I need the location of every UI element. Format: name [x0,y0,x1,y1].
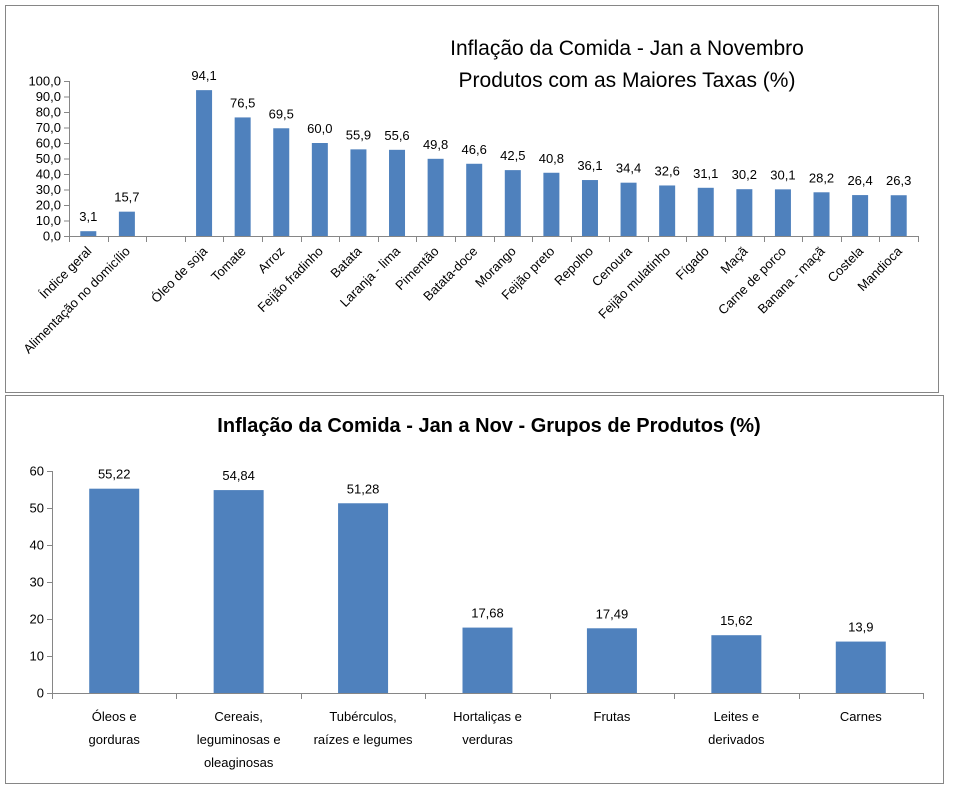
y-tick-label: 30,0 [36,182,61,197]
data-label: 76,5 [230,95,255,110]
chart-title: Inflação da Comida - Jan a Novembro [450,37,804,60]
bar [736,189,753,236]
bar [466,163,483,236]
category-label: Óleos e [92,709,137,724]
data-label: 32,6 [655,163,680,178]
bar [774,189,791,236]
data-label: 42,5 [500,148,525,163]
data-label: 17,68 [471,606,504,621]
data-label: 55,22 [98,467,131,482]
y-tick-label: 20,0 [36,198,61,213]
data-label: 26,3 [886,173,911,188]
y-tick-label: 0 [37,686,44,701]
data-label: 46,6 [462,142,487,157]
bar [311,143,328,236]
data-label: 30,1 [770,167,795,182]
bar [196,90,213,237]
category-label: leguminosas e [197,732,281,747]
bar [586,628,637,693]
bar [697,187,714,236]
y-tick-label: 80,0 [36,105,61,120]
y-tick-label: 100,0 [28,74,61,89]
y-tick-label: 70,0 [36,120,61,135]
category-label: Leites e [714,709,760,724]
data-label: 36,1 [577,158,602,173]
data-label: 28,2 [809,170,834,185]
data-label: 49,8 [423,137,448,152]
category-label: raízes e legumes [314,732,413,747]
y-tick-label: 10 [30,649,44,664]
data-label: 26,4 [847,173,872,188]
top-chart: Inflação da Comida - Jan a Novembro Produ… [20,37,919,356]
y-tick-label: 20 [30,612,44,627]
bar [118,211,135,236]
y-tick-label: 90,0 [36,89,61,104]
bar [273,128,290,236]
bar [581,180,598,236]
chart-title: Inflação da Comida - Jan a Nov - Grupos … [217,415,760,437]
bar [504,170,521,236]
bottom-chart-frame [5,395,944,784]
data-label: 17,49 [596,606,629,621]
data-label: 15,62 [720,613,753,628]
bar [890,195,907,236]
category-label: verduras [462,732,513,747]
category-label: Frutas [594,709,631,724]
bar [835,641,886,693]
y-tick-label: 30 [30,575,44,590]
chart-title: Produtos com as Maiores Taxas (%) [459,69,796,92]
bar [659,185,676,236]
category-label: Tubérculos, [329,709,396,724]
data-label: 3,1 [79,209,97,224]
bottom-chart: Inflação da Comida - Jan a Nov - Grupos … [30,415,924,770]
data-label: 13,9 [848,620,873,635]
bar [620,182,637,236]
category-label: Carnes [840,709,882,724]
data-label: 94,1 [191,68,216,83]
y-tick-label: 40,0 [36,167,61,182]
y-tick-label: 60,0 [36,136,61,151]
data-label: 34,4 [616,161,641,176]
category-label: derivados [708,732,765,747]
bar [813,192,830,236]
y-tick-label: 60 [30,464,44,479]
bar [80,231,97,236]
category-label: Cereais, [214,709,262,724]
y-tick-label: 10,0 [36,213,61,228]
bar [213,490,264,693]
bar [338,503,389,693]
data-label: 69,5 [269,106,294,121]
y-tick-label: 50,0 [36,151,61,166]
y-tick-label: 40 [30,538,44,553]
y-tick-label: 0,0 [43,229,61,244]
data-label: 55,6 [384,128,409,143]
data-label: 54,84 [222,468,255,483]
bar [462,627,513,693]
bar [543,172,560,236]
data-label: 15,7 [114,190,139,205]
category-label: oleaginosas [204,755,274,770]
data-label: 31,1 [693,166,718,181]
data-label: 55,9 [346,127,371,142]
bar [427,158,444,236]
bar [89,488,140,693]
y-tick-label: 50 [30,501,44,516]
bar [852,195,869,236]
bar [234,117,251,236]
data-label: 51,28 [347,481,380,496]
bar [350,149,367,236]
bar [711,635,762,693]
data-label: 60,0 [307,121,332,136]
data-label: 30,2 [732,167,757,182]
category-label: gorduras [89,732,141,747]
category-label: Hortaliças e [453,709,522,724]
bar [389,149,406,236]
data-label: 40,8 [539,151,564,166]
